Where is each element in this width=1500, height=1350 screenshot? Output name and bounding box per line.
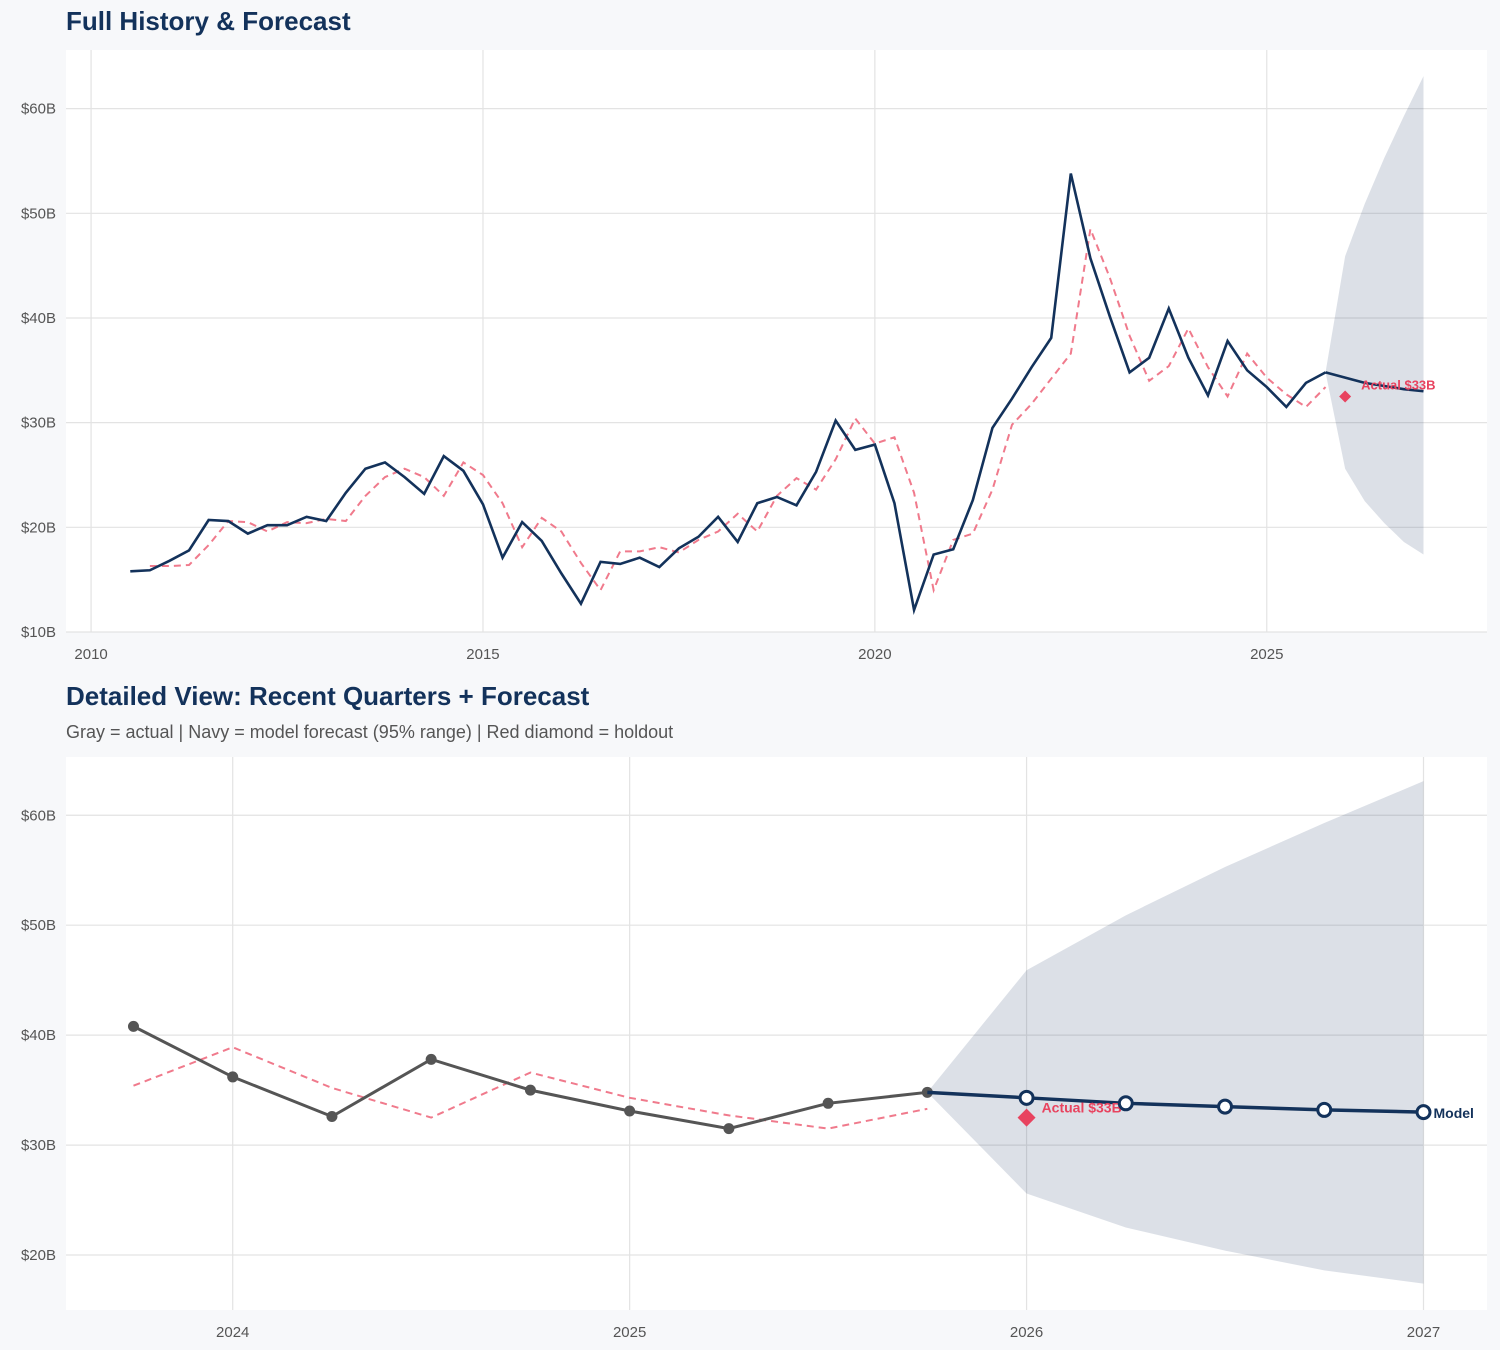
holdout-diamond bbox=[1017, 1108, 1036, 1127]
forecast-label: Model bbox=[1433, 1105, 1473, 1121]
x-tick-label: 2010 bbox=[74, 646, 107, 663]
forecast-line bbox=[1325, 371, 1424, 393]
forecast-point bbox=[1117, 1095, 1134, 1112]
y-tick-label: $60B bbox=[21, 101, 56, 118]
y-tick-label: $40B bbox=[21, 1027, 56, 1044]
x-tick-label: 2024 bbox=[216, 1324, 249, 1341]
y-tick-label: $40B bbox=[21, 310, 56, 327]
actual-point bbox=[624, 1105, 636, 1117]
chart-1: 2024 2025 2026 2027 $20B $30B $40B $50B $60B Actu… bbox=[21, 757, 1487, 1341]
forecast-95-band bbox=[927, 781, 1424, 1284]
plot-panel bbox=[66, 50, 1487, 632]
forecast-95-band bbox=[1325, 76, 1424, 555]
actual-point bbox=[822, 1097, 834, 1109]
plot-panel bbox=[66, 757, 1487, 1310]
actual-point bbox=[723, 1123, 735, 1135]
bottom-chart-title: Detailed View: Recent Quarters + Forecas… bbox=[66, 681, 590, 711]
x-tick-label: 2015 bbox=[466, 646, 499, 663]
holdout-label: Actual $33B bbox=[1042, 1100, 1122, 1116]
x-tick-label: 2025 bbox=[613, 1324, 646, 1341]
y-tick-label: $50B bbox=[21, 205, 56, 222]
forecast-point bbox=[1018, 1089, 1035, 1106]
y-tick-label: $20B bbox=[21, 1247, 56, 1264]
x-tick-label: 2027 bbox=[1407, 1324, 1440, 1341]
y-tick-label: $30B bbox=[21, 1137, 56, 1154]
holdout-diamond bbox=[1339, 390, 1352, 403]
top-chart-title: Full History & Forecast bbox=[66, 6, 351, 36]
fitted-dashed-line bbox=[149, 225, 1327, 594]
forecast-line bbox=[927, 1090, 1424, 1114]
forecast-point bbox=[1217, 1098, 1234, 1115]
y-tick-label: $30B bbox=[21, 415, 56, 432]
forecast-point bbox=[1316, 1101, 1333, 1118]
actual-point bbox=[524, 1084, 536, 1096]
actual-point bbox=[326, 1111, 338, 1123]
actual-point bbox=[127, 1020, 139, 1032]
y-tick-label: $20B bbox=[21, 519, 56, 536]
chart-0: 2010 2015 2020 2025 $10B $20B $30B $40B $50B $60B… bbox=[21, 50, 1487, 663]
x-tick-label: 2025 bbox=[1250, 646, 1283, 663]
y-tick-label: $10B bbox=[21, 624, 56, 641]
actual-point bbox=[425, 1053, 437, 1065]
fitted-dashed-line bbox=[133, 1046, 928, 1130]
bottom-chart-subtitle: Gray = actual | Navy = model forecast (9… bbox=[66, 722, 674, 742]
x-tick-label: 2026 bbox=[1010, 1324, 1043, 1341]
y-tick-label: $60B bbox=[21, 807, 56, 824]
actual-line bbox=[130, 173, 1327, 616]
x-tick-label: 2020 bbox=[858, 646, 891, 663]
actual-point bbox=[227, 1071, 239, 1083]
holdout-label: Actual $33B bbox=[1361, 377, 1435, 392]
y-tick-label: $50B bbox=[21, 917, 56, 934]
forecast-point bbox=[1415, 1104, 1432, 1121]
